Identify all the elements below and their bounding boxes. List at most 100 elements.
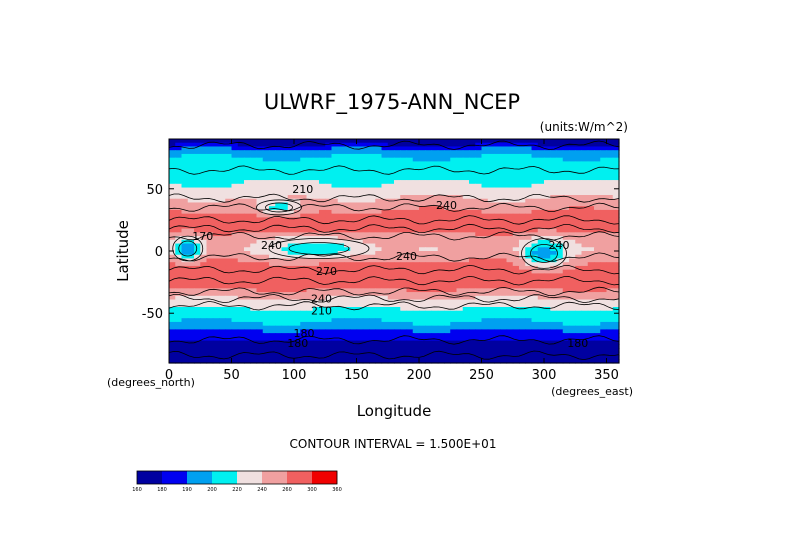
heatmap-cell [256,340,264,345]
heatmap-cell [525,344,533,349]
heatmap-cell [600,153,608,159]
heatmap-cell [337,139,345,144]
heatmap-cell [412,239,420,245]
heatmap-cell [287,139,295,144]
heatmap-cell [169,348,176,353]
heatmap-cell [569,221,576,226]
heatmap-cell [544,299,551,304]
heatmap-cell [469,202,476,207]
heatmap-cell [231,195,239,200]
heatmap-cell [525,161,533,166]
heatmap-cell [212,299,220,304]
heatmap-cell [306,254,314,260]
heatmap-cell [381,295,389,301]
heatmap-cell [575,269,583,274]
heatmap-cell [356,243,364,248]
heatmap-cell [450,359,458,364]
heatmap-cell [331,198,339,204]
heatmap-cell [412,340,420,345]
heatmap-cell [181,217,189,222]
heatmap-cell [262,165,270,170]
heatmap-cell [500,221,508,226]
heatmap-cell [194,157,201,162]
heatmap-cell [181,314,189,319]
heatmap-cell [606,262,614,267]
heatmap-cell [406,307,414,312]
heatmap-cell [350,336,358,342]
heatmap-cell [331,314,339,319]
heatmap-cell [200,195,208,200]
heatmap-cell [194,180,201,185]
heatmap-cell [231,198,239,204]
heatmap-cell [487,318,495,323]
heatmap-cell [494,329,501,334]
heatmap-cell [519,314,526,319]
heatmap-cell [412,206,420,211]
heatmap-cell [194,280,201,286]
heatmap-cell [362,243,370,248]
heatmap-cell [344,265,351,271]
heatmap-cell [512,318,520,323]
heatmap-cell [575,209,583,215]
heatmap-cell [331,187,339,192]
heatmap-cell [275,206,283,211]
heatmap-cell [269,254,276,260]
heatmap-cell [494,258,501,263]
heatmap-cell [544,217,551,222]
heatmap-cell [406,198,414,204]
heatmap-cell [300,247,308,252]
heatmap-cell [262,351,270,357]
heatmap-cell [600,213,608,218]
heatmap-cell [506,295,514,301]
heatmap-cell [425,292,433,297]
heatmap-cell [187,217,195,222]
heatmap-cell [587,247,595,252]
heatmap-cell [531,336,539,342]
heatmap-cell [331,254,339,260]
heatmap-cell [300,206,308,211]
heatmap-cell [294,333,301,338]
heatmap-cell [294,176,301,181]
heatmap-cell [250,288,258,293]
heatmap-cell [375,303,383,308]
heatmap-cell [344,280,351,286]
heatmap-cell [425,310,433,316]
heatmap-cell [387,340,395,345]
heatmap-cell [319,168,326,174]
heatmap-cell [544,202,551,207]
heatmap-cell [437,269,445,274]
heatmap-cell [169,195,176,200]
heatmap-cell [525,321,533,327]
heatmap-cell [194,183,201,189]
heatmap-cell [475,239,483,245]
heatmap-cell [531,351,539,357]
heatmap-cell [400,239,408,245]
heatmap-cell [519,333,526,338]
heatmap-cell [456,295,464,301]
heatmap-cell [381,273,389,278]
heatmap-cell [244,217,251,222]
heatmap-cell [556,176,564,181]
heatmap-cell [400,176,408,181]
heatmap-cell [412,277,420,282]
heatmap-cell [512,284,520,289]
heatmap-cell [375,187,383,192]
heatmap-cell [344,295,351,301]
heatmap-cell [519,153,526,159]
heatmap-cell [400,187,408,192]
heatmap-cell [200,280,208,286]
heatmap-cell [387,344,395,349]
heatmap-cell [519,273,526,278]
heatmap-cell [231,146,239,151]
heatmap-cell [269,180,276,185]
heatmap-cell [506,213,514,218]
heatmap-cell [462,333,470,338]
colorbar-tick-label: 240 [257,487,267,493]
heatmap-cell [337,351,345,357]
heatmap-cell [512,280,520,286]
heatmap-cell [600,310,608,316]
heatmap-cell [225,247,233,252]
heatmap-cell [444,153,451,159]
heatmap-cell [225,139,233,144]
heatmap-cell [394,153,401,159]
